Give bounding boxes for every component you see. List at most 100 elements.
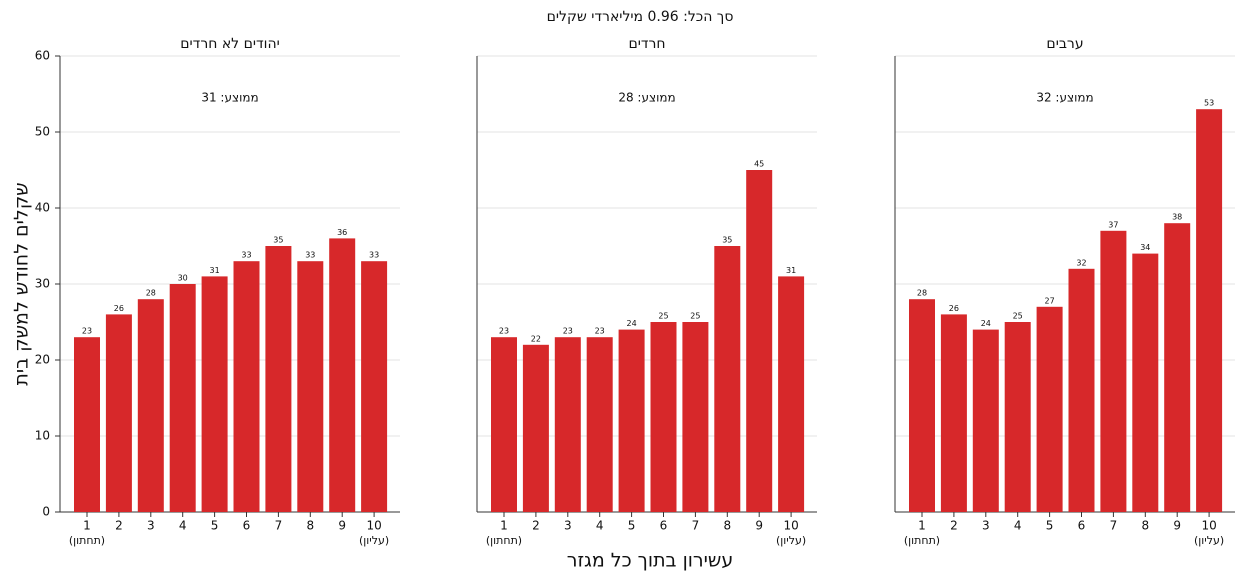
x-tick-label: 9 [755, 519, 763, 533]
data-label: 38 [1172, 213, 1182, 222]
bar [940, 314, 967, 512]
y-axis-label: שקלים לחודש למשק בית [11, 182, 33, 385]
x-tick-label: 4 [1014, 519, 1022, 533]
y-tick-label: 40 [35, 201, 50, 215]
y-tick-label: 50 [35, 125, 50, 139]
y-tick-label: 10 [35, 429, 50, 443]
data-label: 22 [531, 334, 541, 343]
x-tick-label: 3 [564, 519, 572, 533]
x-tick-label: 5 [628, 519, 636, 533]
bar [1164, 223, 1191, 512]
data-label: 26 [949, 304, 959, 313]
x-tick-label: 2 [950, 519, 958, 533]
data-label: 26 [114, 304, 124, 313]
y-tick-label: 30 [35, 277, 50, 291]
panel-title: חרדים [628, 36, 665, 52]
annotation: ממוצע: 31 [201, 91, 258, 105]
bar [714, 246, 741, 512]
data-label: 27 [1045, 296, 1055, 305]
data-label: 30 [178, 274, 188, 283]
x-tick-label: 10 [783, 519, 798, 533]
bar [361, 261, 388, 512]
bar [1036, 306, 1063, 512]
panel-title: יהודים לא חרדים [180, 36, 279, 52]
x-tick-label: 10 [1201, 519, 1216, 533]
annotation: ממוצע: 32 [1036, 91, 1093, 105]
x-axis-label: עשירון בתוך כל מגזר [567, 550, 734, 572]
bar [1132, 253, 1159, 512]
data-label: 28 [146, 289, 156, 298]
data-label: 23 [595, 327, 605, 336]
bar [746, 170, 773, 512]
x-tick-label: 5 [211, 519, 219, 533]
x-tick-label: 5 [1046, 519, 1054, 533]
x-tick-sublabel: (עליון) [1194, 534, 1224, 547]
bar [233, 261, 260, 512]
x-tick-label: 4 [179, 519, 187, 533]
bar [105, 314, 132, 512]
data-label: 31 [210, 266, 220, 275]
data-label: 28 [917, 289, 927, 298]
bar [201, 276, 228, 512]
bar [74, 337, 100, 512]
chart-title: סך הכל: 0.96 מיליארדי שקלים [547, 9, 734, 25]
bar [329, 238, 356, 512]
panel-title: ערבים [1046, 36, 1083, 52]
x-tick-label: 8 [306, 519, 314, 533]
bar [1004, 322, 1031, 512]
data-label: 45 [754, 160, 764, 169]
x-tick-label: 3 [147, 519, 155, 533]
bar [778, 276, 805, 512]
data-label: 23 [499, 327, 509, 336]
y-tick-label: 20 [35, 353, 50, 367]
bar [297, 261, 324, 512]
bar [1196, 109, 1223, 512]
x-tick-label: 7 [275, 519, 283, 533]
x-tick-label: 4 [596, 519, 604, 533]
y-tick-label: 60 [35, 49, 50, 63]
x-tick-label: 8 [1141, 519, 1149, 533]
x-tick-sublabel: (עליון) [359, 534, 389, 547]
bar [265, 246, 292, 512]
bar [169, 284, 196, 512]
data-label: 33 [305, 251, 315, 260]
x-tick-label: 6 [243, 519, 251, 533]
x-tick-sublabel: (עליון) [776, 534, 806, 547]
data-label: 37 [1108, 220, 1118, 229]
x-tick-sublabel: (תחתון) [904, 534, 940, 547]
bar [1100, 230, 1127, 513]
bar [554, 337, 581, 512]
data-label: 24 [627, 319, 637, 328]
x-tick-label: 8 [723, 519, 731, 533]
data-label: 24 [981, 319, 991, 328]
x-tick-label: 9 [338, 519, 346, 533]
bar [618, 329, 645, 512]
y-tick-label: 0 [42, 505, 50, 519]
data-label: 25 [690, 312, 700, 321]
bar [137, 299, 164, 512]
bar [1068, 268, 1095, 512]
data-label: 35 [722, 236, 732, 245]
bar [491, 337, 517, 512]
data-label: 25 [658, 312, 668, 321]
bar [522, 344, 549, 512]
data-label: 34 [1140, 243, 1150, 252]
x-tick-sublabel: (תחתון) [486, 534, 522, 547]
data-label: 23 [563, 327, 573, 336]
bar [972, 329, 999, 512]
data-label: 31 [786, 266, 796, 275]
x-tick-label: 1 [83, 519, 91, 533]
x-tick-label: 7 [692, 519, 700, 533]
x-tick-label: 6 [660, 519, 668, 533]
x-tick-label: 9 [1173, 519, 1181, 533]
x-tick-label: 1 [918, 519, 926, 533]
x-tick-sublabel: (תחתון) [69, 534, 105, 547]
data-label: 33 [369, 251, 379, 260]
data-label: 36 [337, 228, 347, 237]
bar [586, 337, 613, 512]
data-label: 35 [273, 236, 283, 245]
x-tick-label: 1 [500, 519, 508, 533]
x-tick-label: 2 [532, 519, 540, 533]
data-label: 23 [82, 327, 92, 336]
